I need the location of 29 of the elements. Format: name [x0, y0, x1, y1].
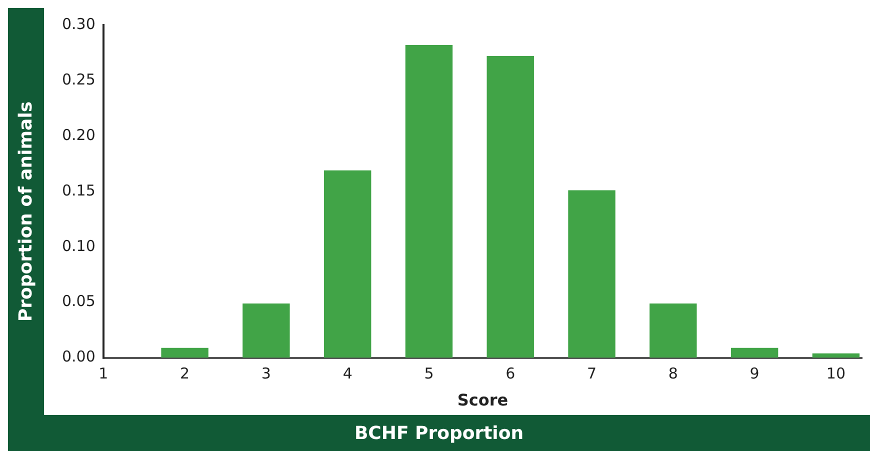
bar	[161, 348, 208, 358]
x-tick-label: 2	[180, 364, 190, 383]
y-axis-title: Proportion of animals	[16, 101, 37, 322]
x-tick-label: 6	[506, 364, 516, 383]
x-tick-label: 1	[98, 364, 108, 383]
bar	[568, 190, 616, 358]
x-tick-label: 8	[668, 364, 678, 383]
bar	[812, 353, 860, 358]
x-tick-label: 9	[750, 364, 760, 383]
y-tick-label: 0.10	[62, 236, 96, 255]
y-tick-label: 0.30	[62, 14, 96, 33]
x-axis-title: Score	[457, 390, 508, 410]
bar	[242, 303, 290, 358]
x-tick-label: 3	[261, 364, 271, 383]
x-tick-label: 10	[826, 364, 846, 383]
x-tick-label: 5	[424, 364, 434, 383]
bar	[405, 44, 453, 358]
y-tick-label: 0.25	[62, 70, 96, 88]
y-tick-label: 0.00	[62, 348, 96, 366]
y-tick-label: 0.20	[62, 126, 96, 144]
bar	[324, 170, 372, 358]
bar	[730, 348, 778, 358]
y-tick-label: 0.15	[62, 181, 96, 200]
y-tick-label: 0.05	[62, 292, 96, 310]
x-tick-label: 4	[342, 364, 352, 383]
bar	[650, 303, 697, 358]
bar	[486, 56, 534, 358]
x-tick-label: 7	[586, 364, 597, 383]
text: BCHF Proportion	[353, 422, 525, 446]
